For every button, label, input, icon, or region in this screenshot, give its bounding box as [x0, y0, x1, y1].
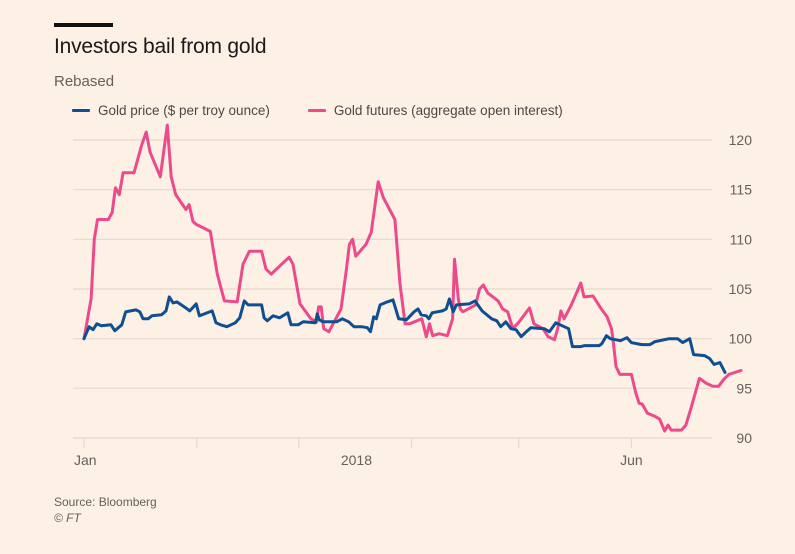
series-line-gold-price: [82, 295, 727, 374]
chart-title: Investors bail from gold: [54, 35, 267, 58]
grid-lines: [73, 139, 712, 439]
source-note: Source: Bloomberg: [54, 495, 157, 509]
legend: Gold price ($ per troy ounce) Gold futur…: [72, 103, 601, 118]
y-axis: 90 95 100 105 110 115 120: [729, 132, 753, 446]
x-tick-label: Jun: [620, 452, 643, 468]
y-tick-label: 115: [730, 182, 753, 198]
chart-subtitle: Rebased: [54, 73, 115, 90]
legend-label-gold-price: Gold price ($ per troy ounce): [98, 103, 270, 118]
y-tick-label: 120: [729, 132, 753, 148]
legend-item-gold-futures: Gold futures (aggregate open interest): [307, 103, 563, 118]
x-tick-label: Jan: [74, 452, 97, 468]
footer: Source: Bloomberg © FT: [54, 494, 157, 526]
series-line-gold-futures: [82, 123, 743, 433]
ft-accent-bar: [54, 23, 113, 27]
series-lines: [82, 123, 743, 433]
y-tick-label: 105: [729, 281, 753, 297]
y-tick-label: 100: [729, 331, 753, 347]
y-tick-label: 90: [736, 430, 752, 446]
legend-item-gold-price: Gold price ($ per troy ounce): [72, 103, 270, 118]
legend-swatch-gold-price: [72, 109, 90, 112]
legend-swatch-gold-futures: [307, 109, 326, 112]
y-tick-label: 110: [730, 231, 753, 247]
x-tick-label: 2018: [341, 452, 372, 468]
legend-label-gold-futures: Gold futures (aggregate open interest): [333, 103, 563, 118]
copyright-note: © FT: [54, 511, 81, 525]
x-axis: Jan 2018 Jun: [74, 438, 643, 468]
y-tick-label: 95: [736, 380, 752, 396]
